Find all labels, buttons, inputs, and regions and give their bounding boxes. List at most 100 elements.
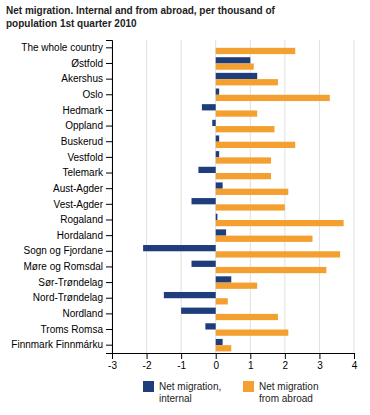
tick-label: Troms Romsa — [41, 324, 104, 335]
tick-mark — [106, 110, 112, 111]
y-tick: Nord-Trøndelag — [33, 292, 112, 303]
axis-line — [113, 354, 355, 360]
tick-label: Finnmark Finnmárku — [11, 339, 103, 350]
bar — [216, 204, 285, 210]
tick-label: Sør-Trøndelag — [38, 277, 103, 288]
tick-mark — [106, 282, 112, 283]
bar — [216, 214, 218, 220]
tick-mark — [216, 353, 217, 359]
tick-label: -1 — [177, 360, 186, 371]
bar — [216, 330, 289, 336]
tick-label: Hedmark — [62, 105, 104, 116]
title: Net migration. Internal and from abroad,… — [6, 5, 276, 29]
bar — [216, 126, 275, 132]
tick-label: Vestfold — [67, 152, 103, 163]
tick-label: Oppland — [65, 120, 103, 131]
tick-label: Sogn og Fjordane — [23, 245, 103, 256]
tick-mark — [250, 353, 251, 359]
bar — [205, 323, 215, 329]
x-tick: -2 — [143, 353, 152, 371]
tick-mark — [106, 251, 112, 252]
tick-label: 1 — [248, 360, 254, 371]
y-tick: Oppland — [65, 120, 112, 131]
bars — [143, 48, 344, 352]
tick-mark — [106, 235, 112, 236]
tick-mark — [106, 298, 112, 299]
axis-line — [106, 41, 113, 354]
tick-mark — [106, 79, 112, 80]
tick-mark — [354, 353, 355, 359]
bar — [216, 251, 340, 257]
chart: Net migration. Internal and from abroad,… — [0, 0, 370, 415]
legend-label: Net migrationfrom abroad — [259, 381, 318, 404]
tick-label: Rogaland — [60, 214, 103, 225]
tick-label: 0 — [213, 360, 219, 371]
x-tick: 2 — [283, 353, 289, 371]
tick-mark — [106, 266, 112, 267]
tick-label: Akershus — [61, 73, 103, 84]
bar — [216, 135, 219, 141]
legend: Net migration,internal Net migrationfrom … — [143, 381, 318, 404]
x-tick: 1 — [248, 353, 254, 371]
y-tick: Troms Romsa — [41, 324, 112, 335]
bar — [216, 73, 257, 79]
tick-mark — [106, 173, 112, 174]
bar — [216, 298, 228, 304]
tick-label: Nord-Trøndelag — [33, 292, 103, 303]
y-tick: Buskerud — [61, 136, 112, 147]
bar — [216, 267, 327, 273]
x-tick: 0 — [213, 353, 219, 371]
tick-mark — [285, 353, 286, 359]
bar — [192, 261, 216, 267]
bar — [216, 157, 271, 163]
y-axis: The whole country Østfold Akershus Oslo Hedm… — [11, 41, 112, 354]
y-tick: Akershus — [61, 73, 112, 84]
x-tick: -1 — [177, 353, 186, 371]
legend-item: Net migrationfrom abroad — [243, 381, 318, 404]
grid-line — [181, 40, 182, 353]
bar — [202, 104, 216, 110]
bar — [143, 245, 216, 251]
bar — [216, 63, 254, 69]
y-tick: Hordaland — [57, 230, 112, 241]
tick-label: Østfold — [71, 58, 103, 69]
bar — [216, 276, 232, 282]
bar — [216, 151, 219, 157]
grid-line — [354, 40, 355, 353]
tick-mark — [106, 204, 112, 205]
tick-label: Vest-Agder — [54, 199, 104, 210]
y-tick: Oslo — [82, 89, 112, 100]
tick-label: Hordaland — [57, 230, 103, 241]
bar — [212, 120, 215, 126]
y-tick: Hedmark — [62, 105, 112, 116]
y-tick: Finnmark Finnmárku — [11, 339, 112, 350]
bar — [216, 283, 257, 289]
tick-mark — [106, 141, 112, 142]
tick-label: Telemark — [62, 167, 104, 178]
tick-label: 4 — [352, 360, 358, 371]
bar — [192, 198, 216, 204]
y-tick: Vestfold — [67, 152, 112, 163]
bar — [181, 308, 216, 314]
y-tick: Rogaland — [60, 214, 112, 225]
tick-mark — [319, 353, 320, 359]
bar — [216, 173, 271, 179]
tick-mark — [106, 329, 112, 330]
series — [216, 48, 344, 352]
grid-line — [146, 40, 147, 353]
legend-swatch — [243, 381, 254, 392]
tick-label: -3 — [108, 360, 117, 371]
tick-mark — [106, 188, 112, 189]
tick-label: Buskerud — [61, 136, 103, 147]
bar — [216, 345, 232, 351]
y-tick: Sogn og Fjordane — [23, 245, 112, 256]
tick-label: 2 — [283, 360, 289, 371]
tick-mark — [106, 63, 112, 64]
bar — [164, 292, 216, 298]
tick-label: Oslo — [82, 89, 103, 100]
grid-line — [284, 40, 285, 353]
tick-label: Aust-Agder — [53, 183, 104, 194]
legend-label: Net migration,internal — [159, 381, 221, 404]
tick-label: Nordland — [62, 308, 103, 319]
tick-label: The whole country — [21, 42, 103, 53]
